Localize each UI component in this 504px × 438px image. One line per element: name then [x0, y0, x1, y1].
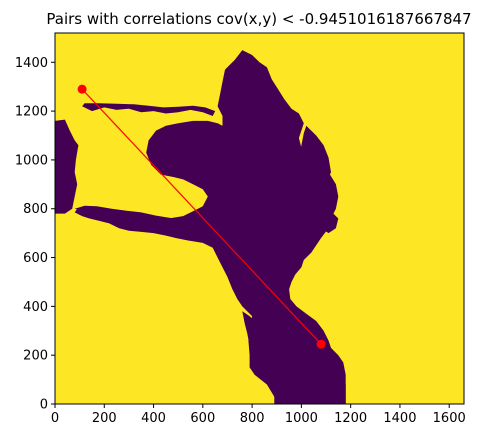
x-tick-label: 600 — [190, 411, 215, 426]
y-tick-label: 1400 — [15, 56, 48, 71]
y-tick-label: 1200 — [15, 105, 48, 120]
mask-region-bottom-plume — [242, 311, 346, 404]
y-tick-label: 200 — [23, 349, 48, 364]
y-tick-label: 800 — [23, 202, 48, 217]
series-line-pair-line — [81, 88, 322, 345]
x-tick-label: 800 — [240, 411, 265, 426]
y-tick-label: 1000 — [15, 153, 48, 168]
x-tick-label: 1400 — [383, 411, 416, 426]
x-tick-label: 400 — [141, 411, 166, 426]
y-axis: 0 200 400 600 800 1000 1200 1400 — [15, 56, 55, 413]
y-tick-label: 0 — [40, 398, 48, 413]
x-tick-label: 1600 — [433, 411, 466, 426]
mask-region-upper-strip-blobs — [82, 103, 216, 116]
data-point-0 — [77, 84, 87, 94]
y-tick-label: 600 — [23, 251, 48, 266]
plot-frame — [54, 32, 465, 405]
x-tick-label: 200 — [92, 411, 117, 426]
series-layer — [77, 84, 326, 349]
mask-region-mid-right-patch — [296, 125, 339, 234]
mask-layer — [55, 50, 346, 404]
data-point-1 — [316, 339, 326, 349]
x-tick-label: 1200 — [334, 411, 367, 426]
x-tick-label: 0 — [51, 411, 59, 426]
plot-area — [54, 32, 465, 405]
mask-region-lower-left-strip — [74, 205, 193, 226]
y-tick-label: 400 — [23, 300, 48, 315]
mask-region-central-landmass — [74, 50, 346, 404]
chart-title: Pairs with correlations cov(x,y) < -0.94… — [46, 10, 471, 28]
mask-region-left-edge-blob — [55, 119, 79, 214]
x-axis: 0 200 400 600 800 1000 1200 1400 1600 — [51, 404, 466, 426]
x-tick-label: 1000 — [285, 411, 318, 426]
